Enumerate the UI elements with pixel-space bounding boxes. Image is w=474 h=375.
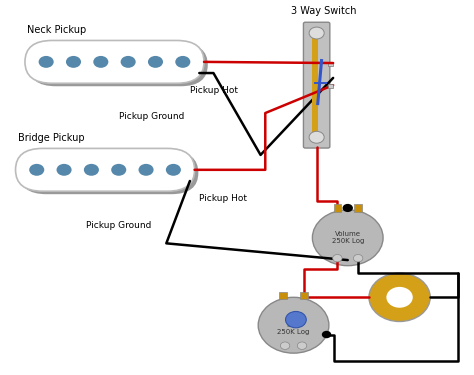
Bar bbox=[328, 62, 333, 66]
Circle shape bbox=[148, 56, 163, 68]
Circle shape bbox=[120, 56, 136, 68]
Circle shape bbox=[333, 255, 342, 262]
Circle shape bbox=[322, 331, 331, 338]
Circle shape bbox=[309, 131, 324, 143]
Text: Pickup Hot: Pickup Hot bbox=[190, 86, 238, 94]
Bar bbox=[279, 292, 287, 299]
Bar bbox=[312, 33, 319, 137]
Circle shape bbox=[175, 56, 191, 68]
Circle shape bbox=[309, 27, 324, 39]
Circle shape bbox=[111, 164, 126, 176]
FancyBboxPatch shape bbox=[16, 148, 195, 191]
FancyBboxPatch shape bbox=[303, 22, 330, 148]
Bar bbox=[334, 204, 341, 212]
Circle shape bbox=[38, 56, 54, 68]
Circle shape bbox=[56, 164, 72, 176]
Text: Bridge Pickup: Bridge Pickup bbox=[18, 133, 84, 143]
Circle shape bbox=[354, 255, 363, 262]
Circle shape bbox=[84, 164, 99, 176]
Circle shape bbox=[386, 287, 413, 308]
Bar bbox=[328, 84, 333, 88]
Bar bbox=[355, 204, 362, 212]
Circle shape bbox=[285, 312, 306, 328]
Circle shape bbox=[138, 164, 154, 176]
Text: Pickup Hot: Pickup Hot bbox=[199, 194, 247, 202]
Circle shape bbox=[297, 342, 307, 350]
Text: 3 Way Switch: 3 Way Switch bbox=[291, 6, 357, 16]
FancyBboxPatch shape bbox=[25, 40, 204, 83]
FancyBboxPatch shape bbox=[19, 152, 198, 194]
FancyBboxPatch shape bbox=[29, 44, 208, 86]
Circle shape bbox=[258, 297, 329, 353]
Circle shape bbox=[93, 56, 109, 68]
Circle shape bbox=[369, 273, 430, 321]
Text: Neck Pickup: Neck Pickup bbox=[27, 25, 87, 35]
Circle shape bbox=[166, 164, 181, 176]
Text: Pickup Ground: Pickup Ground bbox=[119, 112, 184, 121]
Circle shape bbox=[312, 210, 383, 266]
Text: Pickup Ground: Pickup Ground bbox=[86, 222, 152, 231]
Circle shape bbox=[280, 342, 290, 350]
Circle shape bbox=[66, 56, 81, 68]
Text: Volume
250K Log: Volume 250K Log bbox=[331, 231, 364, 244]
Circle shape bbox=[29, 164, 44, 176]
Bar bbox=[300, 292, 308, 299]
Text: Tone
250K Log: Tone 250K Log bbox=[277, 322, 310, 336]
Circle shape bbox=[343, 204, 353, 212]
